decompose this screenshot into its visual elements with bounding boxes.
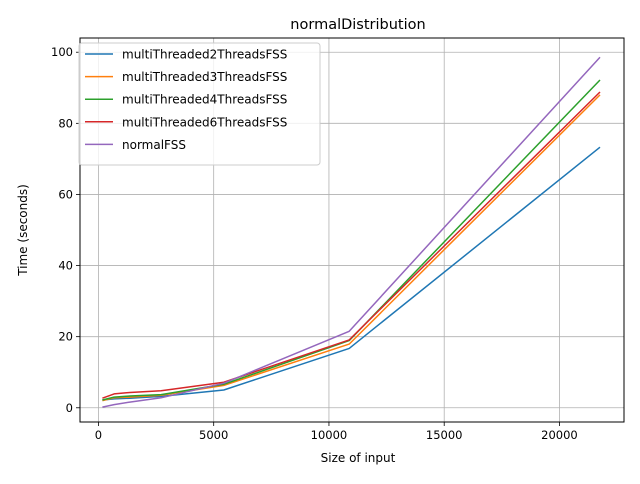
x-tick-label: 10000 <box>311 428 348 442</box>
legend-box <box>78 42 321 166</box>
series-line-multiThreaded6ThreadsFSS <box>102 91 601 399</box>
legend: multiThreaded2ThreadsFSS multiThreaded3Th… <box>78 42 321 166</box>
legend-label: normalFSS <box>122 138 186 152</box>
y-tick-label: 100 <box>51 45 73 59</box>
x-tick-label: 15000 <box>426 428 463 442</box>
x-axis-label: Size of input <box>321 451 396 465</box>
y-tick-label: 80 <box>58 116 73 130</box>
legend-label: multiThreaded4ThreadsFSS <box>122 93 287 107</box>
y-tick-label: 0 <box>66 401 73 415</box>
plot-frame <box>79 37 625 423</box>
chart-title: normalDistribution <box>290 17 425 33</box>
series-lines <box>102 56 601 408</box>
x-tick-label: 0 <box>95 428 102 442</box>
axis-ticks: 0 5000 10000 15000 20000 0 20 40 60 80 100 <box>51 45 578 442</box>
y-tick-label: 60 <box>58 187 73 201</box>
y-tick-label: 40 <box>58 259 73 273</box>
series-line-multiThreaded2ThreadsFSS <box>102 146 601 401</box>
legend-label: multiThreaded2ThreadsFSS <box>122 48 287 62</box>
x-tick-label: 20000 <box>541 428 578 442</box>
series-line-normalFSS <box>102 56 601 408</box>
y-tick-label: 20 <box>58 330 73 344</box>
legend-label: multiThreaded3ThreadsFSS <box>122 70 287 84</box>
legend-label: multiThreaded6ThreadsFSS <box>122 115 287 129</box>
x-tick-label: 5000 <box>199 428 228 442</box>
y-axis-label: Time (seconds) <box>16 184 30 277</box>
